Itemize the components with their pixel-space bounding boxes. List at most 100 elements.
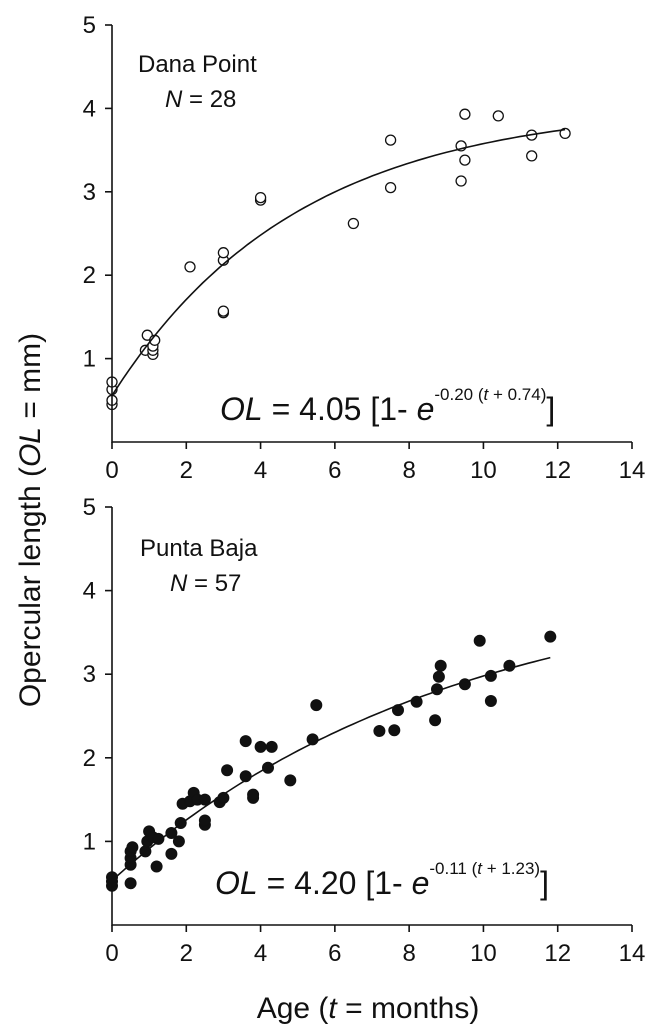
equation-lhs: OL: [220, 391, 263, 427]
data-point: [254, 740, 267, 753]
data-point: [265, 740, 278, 753]
data-point: [455, 175, 467, 187]
equation-exp-t: t: [484, 385, 490, 404]
data-point: [429, 714, 442, 727]
x-axis-label-italic: t: [328, 992, 338, 1025]
x-tick-label: 6: [328, 457, 341, 484]
y-axis-label: Opercular length (OL = mm): [14, 333, 47, 707]
equation-close: ]: [540, 865, 549, 901]
equation-lhs: OL: [215, 865, 258, 901]
data-point: [559, 127, 571, 140]
data-point: [152, 832, 165, 845]
x-tick-label: 4: [254, 457, 267, 484]
axis-frame: [111, 507, 632, 926]
y-tick-label: 1: [83, 828, 96, 855]
sample-size-symbol: N: [170, 570, 188, 597]
y-tick-label: 4: [83, 95, 96, 122]
data-point: [172, 835, 185, 848]
y-tick-label: 1: [83, 346, 96, 373]
x-tick-label: 0: [105, 457, 118, 484]
data-point: [165, 847, 178, 860]
data-point: [544, 630, 557, 643]
data-point: [254, 191, 267, 204]
data-point: [459, 108, 471, 120]
x-tick-label: 2: [180, 457, 193, 484]
x-tick-label: 2: [180, 940, 193, 967]
y-tick-label: 3: [83, 179, 96, 206]
y-tick-label: 3: [83, 661, 96, 688]
data-point: [384, 134, 397, 146]
data-point: [247, 788, 260, 801]
equation-mid: = 4.20 [1-: [258, 865, 412, 901]
data-point: [388, 724, 401, 737]
y-axis-label-pre: Opercular length (: [14, 467, 47, 707]
sample-size-value: = 57: [187, 570, 241, 597]
fit-equation: OL = 4.20 [1- e-0.11 (t + 1.23)]: [215, 859, 549, 901]
x-tick-label: 14: [619, 940, 646, 967]
data-point: [217, 305, 230, 317]
data-point: [239, 735, 252, 748]
data-point: [384, 181, 397, 194]
x-axis-ticks: 0 2 4 6 8 10 12 14: [105, 442, 645, 484]
x-tick-label: 14: [619, 457, 646, 484]
x-axis-label-pre: Age (: [257, 992, 329, 1025]
x-axis-label-post: = months): [337, 992, 480, 1025]
data-point: [492, 110, 504, 122]
equation-close: ]: [546, 391, 555, 427]
x-tick-label: 6: [328, 940, 341, 967]
data-point: [432, 670, 445, 683]
x-tick-label: 8: [402, 457, 415, 484]
data-points: [106, 108, 571, 411]
data-point: [217, 247, 230, 259]
data-point: [198, 814, 211, 827]
y-axis-label-italic: OL: [14, 427, 47, 467]
y-tick-label: 5: [83, 494, 96, 521]
data-point: [284, 774, 297, 787]
data-point: [150, 860, 163, 873]
equation-exp-b: + 0.74): [488, 385, 546, 404]
y-tick-label: 4: [83, 578, 96, 605]
x-tick-label: 12: [544, 940, 571, 967]
data-point: [526, 150, 538, 162]
site-label: Punta Baja: [140, 535, 258, 562]
equation-mid: = 4.05 [1-: [263, 391, 417, 427]
equation-exp-a: -0.11 (: [429, 859, 477, 878]
equation-base: e: [417, 391, 435, 427]
x-tick-label: 10: [470, 940, 497, 967]
sample-size: N = 57: [170, 570, 241, 597]
data-point: [126, 841, 139, 854]
data-point: [484, 695, 497, 707]
data-point: [124, 877, 137, 890]
data-point: [165, 827, 178, 839]
data-point: [459, 154, 471, 166]
growth-curve: [111, 128, 566, 396]
y-axis-label-post: = mm): [14, 333, 47, 427]
data-point: [373, 725, 386, 737]
equation-exp-t: t: [477, 859, 483, 878]
x-axis-label: Age (t = months): [257, 992, 480, 1025]
fit-equation: OL = 4.05 [1- e-0.20 (t + 0.74)]: [220, 385, 555, 427]
data-point: [473, 634, 486, 647]
x-tick-label: 4: [254, 940, 267, 967]
x-tick-label: 8: [402, 940, 415, 967]
equation-base: e: [412, 865, 430, 901]
y-axis-ticks: 1 2 3 4 5: [83, 12, 112, 373]
y-axis-ticks: 1 2 3 4 5: [83, 494, 112, 855]
axis-frame: [111, 25, 632, 443]
y-tick-label: 2: [83, 262, 96, 289]
sample-size-symbol: N: [165, 86, 183, 113]
y-tick-label: 2: [83, 745, 96, 772]
data-point: [347, 217, 360, 230]
data-points: [106, 630, 557, 892]
sample-size-value: = 28: [182, 86, 236, 113]
equation-exp-b: + 1.23): [482, 859, 540, 878]
x-axis-ticks: 0 2 4 6 8 10 12 14: [105, 925, 645, 967]
x-tick-label: 10: [470, 457, 497, 484]
sample-size: N = 28: [165, 86, 236, 113]
growth-curve: [111, 656, 551, 882]
data-point: [221, 764, 234, 777]
equation-exp-a: -0.20 (: [434, 385, 483, 404]
